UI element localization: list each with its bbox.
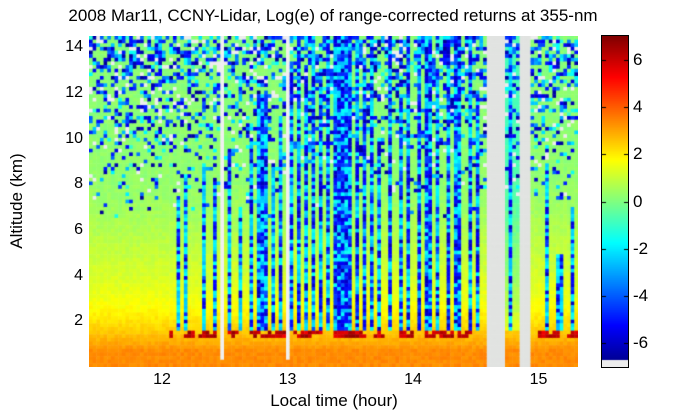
y-axis-label: Altitude (km) bbox=[7, 153, 26, 249]
y-tick-label: 2 bbox=[74, 312, 83, 330]
colorbar-tick-label: -2 bbox=[633, 238, 649, 258]
y-tick-label: 6 bbox=[74, 221, 83, 239]
colorbar-tick-label: 2 bbox=[633, 144, 643, 164]
y-tick-label: 4 bbox=[74, 266, 83, 284]
x-tick-label: 12 bbox=[153, 371, 171, 388]
y-tick-label: 8 bbox=[74, 175, 83, 193]
x-tick-label: 13 bbox=[278, 371, 297, 388]
figure-title: 2008 Mar11, CCNY-Lidar, Log(e) of range-… bbox=[68, 6, 598, 25]
colorbar-tick-label: 4 bbox=[633, 96, 643, 116]
y-tick-label: 12 bbox=[65, 84, 83, 102]
colorbar-tick-label: -6 bbox=[633, 333, 649, 353]
colorbar-tick-label: -4 bbox=[633, 286, 649, 306]
y-tick-label: 14 bbox=[65, 38, 83, 56]
heatmap-canvas bbox=[89, 36, 578, 367]
colorbar-tick-label: 0 bbox=[633, 191, 643, 211]
x-tick-label: 15 bbox=[529, 371, 548, 388]
x-axis-label: Local time (hour) bbox=[270, 391, 398, 410]
x-tick-label: 14 bbox=[404, 371, 422, 388]
y-tick-label: 10 bbox=[65, 129, 83, 147]
colorbar-canvas bbox=[601, 35, 629, 368]
colorbar-tick-label: 6 bbox=[633, 49, 643, 69]
